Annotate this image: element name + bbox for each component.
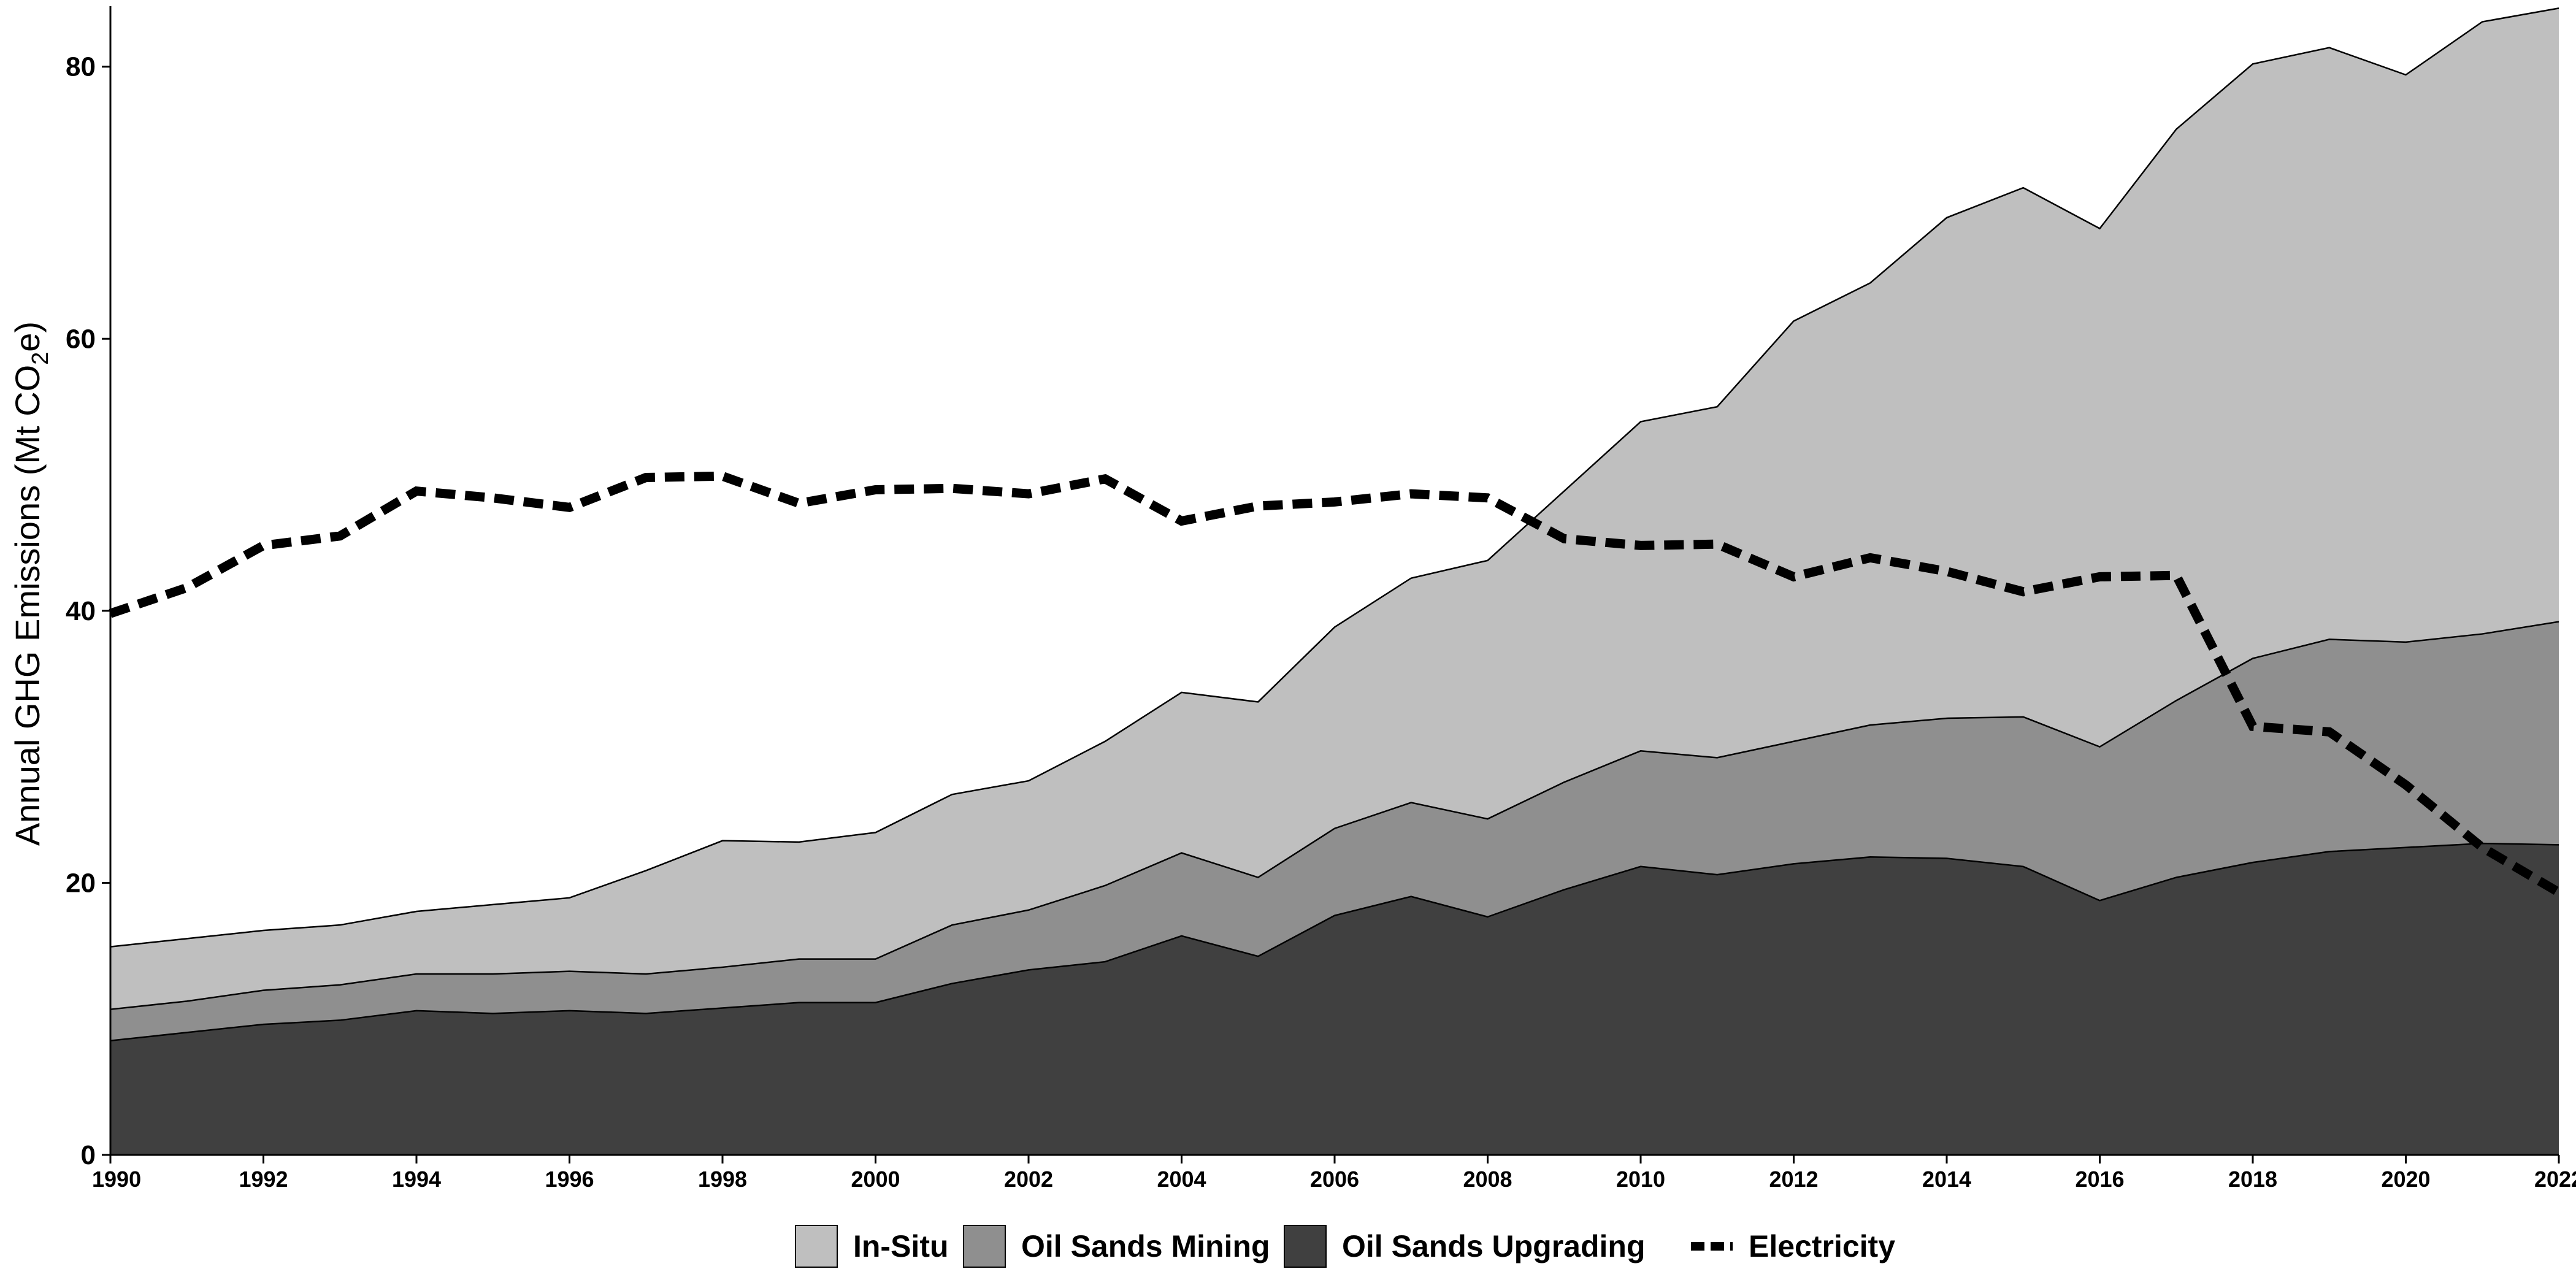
x-tick-label: 1992 (239, 1167, 288, 1192)
x-tick-label: 2016 (2075, 1167, 2124, 1192)
stacked-areas (110, 7, 2559, 1155)
x-tick-label: 2014 (1922, 1167, 1971, 1192)
y-axis-title: Annual GHG Emissions (Mt CO2e) (8, 321, 53, 846)
x-tick-label: 2022 (2534, 1167, 2576, 1192)
legend-item-in-situ: In-Situ (795, 1225, 949, 1268)
line-layer (109, 471, 2561, 897)
y-tick-label: 0 (81, 1140, 96, 1170)
axes: 1990 1992 1994 1996 1998 2000 2002 2004 2006 2008… (66, 6, 2576, 1192)
x-tick-label: 1994 (392, 1167, 441, 1192)
x-tick-label: 2018 (2228, 1167, 2277, 1192)
y-tick-label: 20 (66, 868, 96, 898)
x-tick-label: 2004 (1157, 1167, 1206, 1192)
legend-swatch (795, 1225, 838, 1268)
legend-label: Oil Sands Mining (1021, 1229, 1270, 1263)
area-outline-in-situ (110, 7, 2559, 948)
x-tick-label: 2012 (1769, 1167, 1818, 1192)
legend-label: In-Situ (853, 1229, 949, 1263)
x-tick-label: 1998 (698, 1167, 747, 1192)
legend-label: Electricity (1749, 1229, 1895, 1263)
x-tick-label: 2006 (1310, 1167, 1359, 1192)
area-outline-oil-sands-mining (110, 621, 2559, 1010)
legend-item-oil-sands-mining: Oil Sands Mining (963, 1225, 1270, 1268)
y-tick-label: 60 (66, 324, 96, 354)
y-axis-label: Annual GHG Emissions (Mt CO2e) (8, 321, 53, 846)
legend-label: Oil Sands Upgrading (1342, 1229, 1645, 1263)
y-tick-label: 40 (66, 596, 96, 626)
y-axis-label-main: Annual GHG Emissions (Mt CO (8, 365, 47, 846)
line-electricity (109, 471, 2561, 897)
y-axis-label-unit: e) (8, 321, 47, 352)
legend: In-Situ Oil Sands Mining Oil Sands Upgradi… (795, 1225, 1895, 1268)
x-tick-label: 2020 (2381, 1167, 2430, 1192)
legend-swatch (1284, 1225, 1327, 1268)
x-tick-label: 1996 (545, 1167, 594, 1192)
x-tick-label: 1990 (92, 1167, 141, 1192)
x-tick-label: 2010 (1616, 1167, 1665, 1192)
legend-item-oil-sands-upgrading: Oil Sands Upgrading (1284, 1225, 1645, 1268)
area-outline-oil-sands-upgrading (110, 842, 2559, 1041)
x-tick-label: 2002 (1004, 1167, 1053, 1192)
area-oil-sands-upgrading (110, 843, 2559, 1155)
x-tick-label: 2008 (1463, 1167, 1512, 1192)
x-tick-label: 2000 (851, 1167, 900, 1192)
y-axis-label-subscript: 2 (28, 352, 53, 365)
y-tick-label: 80 (66, 52, 96, 82)
legend-swatch (963, 1225, 1006, 1268)
legend-item-electricity: Electricity (1691, 1229, 1895, 1263)
